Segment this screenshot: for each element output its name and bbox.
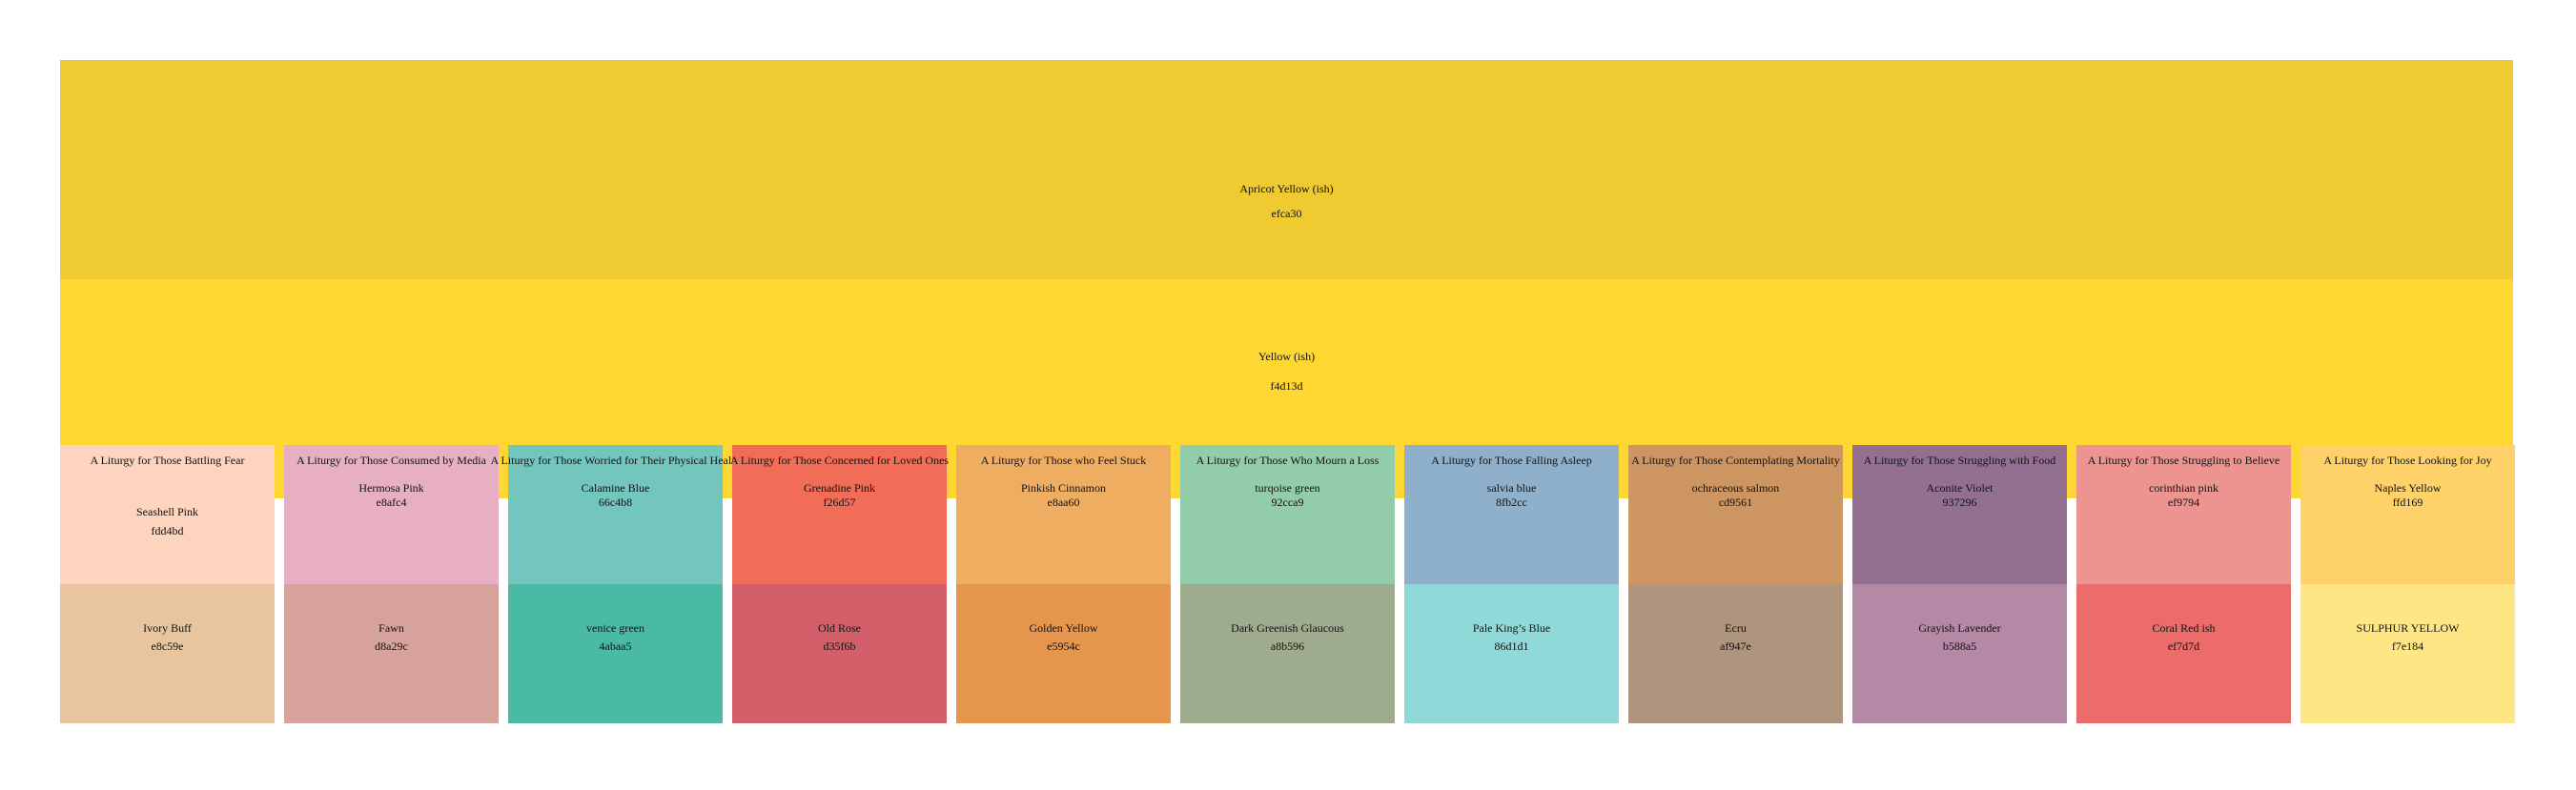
- liturgy-title: A Liturgy for Those Contemplating Mortal…: [1631, 454, 1840, 467]
- band-color-code: f4d13d: [1270, 379, 1303, 393]
- liturgy-column: A Liturgy for Those who Feel Stuck Pinkis…: [956, 445, 1171, 723]
- swatch-band-top: Apricot Yellow (ish) efca30: [60, 60, 2513, 279]
- lower-color-name: Coral Red ish: [2152, 621, 2216, 635]
- lower-color-name: Ivory Buff: [143, 621, 192, 635]
- liturgy-column: A Liturgy for Those Battling Fear Seashel…: [60, 445, 275, 723]
- lower-swatch: Old Rose d35f6b: [732, 584, 947, 723]
- liturgy-title: A Liturgy for Those who Feel Stuck: [980, 454, 1147, 467]
- liturgy-column: A Liturgy for Those Concerned for Loved …: [730, 445, 949, 723]
- liturgy-column: A Liturgy for Those Struggling with Food…: [1852, 445, 2067, 723]
- lower-color-name: Fawn: [378, 621, 404, 635]
- liturgy-title: A Liturgy for Those Struggling with Food: [1863, 454, 2056, 467]
- upper-swatch: A Liturgy for Those Struggling with Food…: [1852, 445, 2067, 584]
- lower-color-name: Dark Greenish Glaucous: [1231, 621, 1344, 635]
- lower-color-code: b588a5: [1942, 639, 1977, 653]
- upper-color-name: Hermosa Pink: [358, 481, 424, 495]
- upper-color-code: e8aa60: [1047, 496, 1080, 509]
- lower-color-code: a8b596: [1270, 639, 1305, 653]
- band-color-name: Yellow (ish): [1257, 350, 1316, 363]
- lower-color-code: 86d1d1: [1494, 639, 1529, 653]
- upper-color-code: ef9794: [2167, 496, 2200, 509]
- lower-color-code: d35f6b: [823, 639, 856, 653]
- liturgy-title: A Liturgy for Those Who Mourn a Loss: [1196, 454, 1380, 467]
- upper-color-code: fdd4bd: [151, 524, 184, 537]
- liturgy-title: A Liturgy for Those Battling Fear: [90, 454, 245, 467]
- upper-color-code: ffd169: [2392, 496, 2423, 509]
- lower-swatch: Fawn d8a29c: [284, 584, 499, 723]
- upper-color-name: ochraceous salmon: [1691, 481, 1780, 495]
- lower-color-name: Ecru: [1725, 621, 1747, 635]
- lower-color-name: Old Rose: [818, 621, 861, 635]
- upper-color-name: Seashell Pink: [136, 505, 198, 518]
- lower-color-code: e5954c: [1047, 639, 1080, 653]
- lower-swatch: Grayish Lavender b588a5: [1852, 584, 2067, 723]
- liturgy-column: A Liturgy for Those Who Mourn a Loss turq…: [1180, 445, 1395, 723]
- upper-color-name: Pinkish Cinnamon: [1020, 481, 1106, 495]
- upper-color-code: 937296: [1942, 496, 1977, 509]
- liturgy-title: A Liturgy for Those Consumed by Media: [296, 454, 486, 467]
- liturgy-column: A Liturgy for Those Looking for Joy Naple…: [2300, 445, 2515, 723]
- liturgy-column: A Liturgy for Those Struggling to Believ…: [2076, 445, 2291, 723]
- upper-swatch: A Liturgy for Those Consumed by Media Her…: [284, 445, 499, 584]
- liturgy-title: A Liturgy for Those Concerned for Loved …: [729, 454, 950, 467]
- upper-swatch: A Liturgy for Those Worried for Their Ph…: [490, 445, 741, 584]
- liturgy-column: A Liturgy for Those Falling Asleep salvia…: [1404, 445, 1619, 723]
- lower-swatch: Golden Yellow e5954c: [956, 584, 1171, 723]
- upper-swatch: A Liturgy for Those Concerned for Loved …: [730, 445, 949, 584]
- lower-color-code: e8c59e: [151, 639, 184, 653]
- band-color-code: efca30: [1271, 207, 1302, 220]
- upper-swatch: A Liturgy for Those Struggling to Believ…: [2076, 445, 2291, 584]
- lower-swatch: Pale King’s Blue 86d1d1: [1404, 584, 1619, 723]
- upper-color-name: Grenadine Pink: [804, 481, 875, 495]
- lower-swatch: venice green 4abaa5: [508, 584, 723, 723]
- lower-swatch: Coral Red ish ef7d7d: [2076, 584, 2291, 723]
- lower-swatch: Dark Greenish Glaucous a8b596: [1180, 584, 1395, 723]
- upper-color-code: cd9561: [1718, 496, 1753, 509]
- liturgy-title: A Liturgy for Those Falling Asleep: [1431, 454, 1592, 467]
- upper-color-name: Naples Yellow: [2374, 481, 2442, 495]
- lower-swatch: Ivory Buff e8c59e: [60, 584, 275, 723]
- lower-color-code: af947e: [1720, 639, 1751, 653]
- upper-swatch: A Liturgy for Those Who Mourn a Loss turq…: [1180, 445, 1395, 584]
- lower-color-name: Golden Yellow: [1029, 621, 1098, 635]
- upper-swatch: A Liturgy for Those Contemplating Mortal…: [1628, 445, 1843, 584]
- liturgy-column: A Liturgy for Those Contemplating Mortal…: [1628, 445, 1843, 723]
- upper-color-name: salvia blue: [1486, 481, 1537, 495]
- liturgy-title: A Liturgy for Those Looking for Joy: [2323, 454, 2492, 467]
- lower-color-name: SULPHUR YELLOW: [2356, 621, 2460, 635]
- liturgy-title: A Liturgy for Those Struggling to Believ…: [2087, 454, 2280, 467]
- upper-swatch: A Liturgy for Those Battling Fear Seashel…: [60, 445, 275, 584]
- upper-color-code: e8afc4: [376, 496, 407, 509]
- lower-color-code: d8a29c: [375, 639, 408, 653]
- band-color-name: Apricot Yellow (ish): [1239, 182, 1334, 195]
- upper-swatch: A Liturgy for Those who Feel Stuck Pinkis…: [956, 445, 1171, 584]
- upper-color-code: 66c4b8: [598, 496, 633, 509]
- lower-color-code: 4abaa5: [599, 639, 632, 653]
- liturgy-title: A Liturgy for Those Worried for Their Ph…: [490, 454, 741, 467]
- lower-color-code: f7e184: [2391, 639, 2424, 653]
- upper-color-code: f26d57: [823, 496, 856, 509]
- upper-color-code: 8fb2cc: [1496, 496, 1527, 509]
- upper-color-name: corinthian pink: [2149, 481, 2218, 495]
- upper-color-code: 92cca9: [1271, 496, 1304, 509]
- lower-swatch: Ecru af947e: [1628, 584, 1843, 723]
- lower-color-name: Grayish Lavender: [1918, 621, 2001, 635]
- lower-color-code: ef7d7d: [2167, 639, 2200, 653]
- liturgy-column: A Liturgy for Those Consumed by Media Her…: [284, 445, 499, 723]
- liturgy-column: A Liturgy for Those Worried for Their Ph…: [490, 445, 741, 723]
- lower-color-name: venice green: [586, 621, 644, 635]
- lower-color-name: Pale King’s Blue: [1472, 621, 1551, 635]
- upper-color-name: Aconite Violet: [1926, 481, 1993, 495]
- upper-swatch: A Liturgy for Those Looking for Joy Naple…: [2300, 445, 2515, 584]
- upper-color-name: turqoise green: [1255, 481, 1320, 495]
- upper-swatch: A Liturgy for Those Falling Asleep salvia…: [1404, 445, 1619, 584]
- lower-swatch: SULPHUR YELLOW f7e184: [2300, 584, 2515, 723]
- upper-color-name: Calamine Blue: [581, 481, 650, 495]
